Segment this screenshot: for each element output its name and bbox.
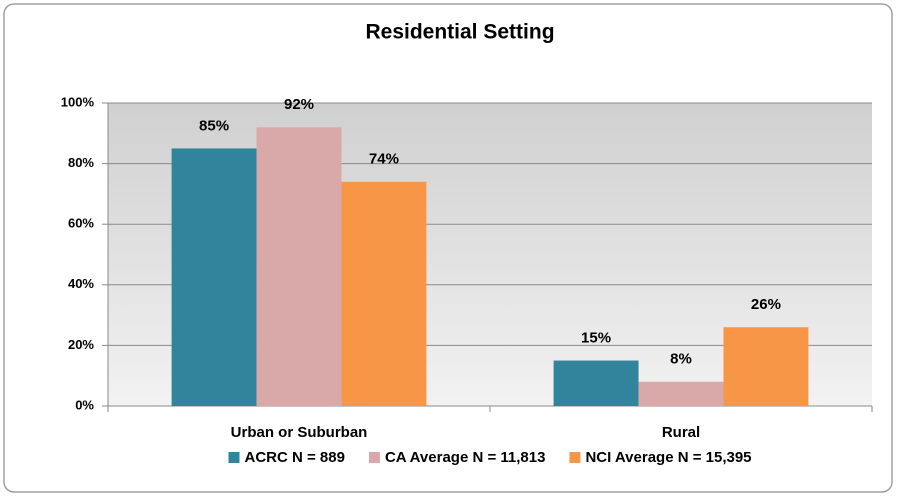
y-tick-label: 20% xyxy=(68,337,94,352)
legend-swatch xyxy=(368,452,380,463)
y-tick-label: 80% xyxy=(68,155,94,170)
bar xyxy=(171,148,257,406)
chart-title: Residential Setting xyxy=(365,21,554,44)
bar xyxy=(638,381,724,406)
legend-label: ACRC N = 889 xyxy=(244,449,344,466)
value-label: 15% xyxy=(581,330,611,347)
value-label: 92% xyxy=(284,96,314,113)
value-label: 85% xyxy=(199,117,229,134)
y-tick-label: 40% xyxy=(68,276,94,291)
x-tick-label: Rural xyxy=(662,424,700,441)
bar xyxy=(341,181,427,406)
legend-swatch xyxy=(228,452,240,463)
legend-label: CA Average N = 11,813 xyxy=(385,449,546,466)
bar xyxy=(723,327,809,406)
x-tick-label: Urban or Suburban xyxy=(231,424,368,441)
value-label: 8% xyxy=(670,351,692,368)
value-label: 74% xyxy=(369,151,399,168)
value-label: 26% xyxy=(751,296,781,313)
legend-label: NCI Average N = 15,395 xyxy=(585,449,751,466)
y-tick-label: 100% xyxy=(61,94,95,109)
bar xyxy=(553,360,639,406)
y-tick-label: 60% xyxy=(68,216,94,231)
bar xyxy=(256,127,342,407)
legend-swatch xyxy=(569,452,581,463)
y-tick-label: 0% xyxy=(75,397,94,412)
